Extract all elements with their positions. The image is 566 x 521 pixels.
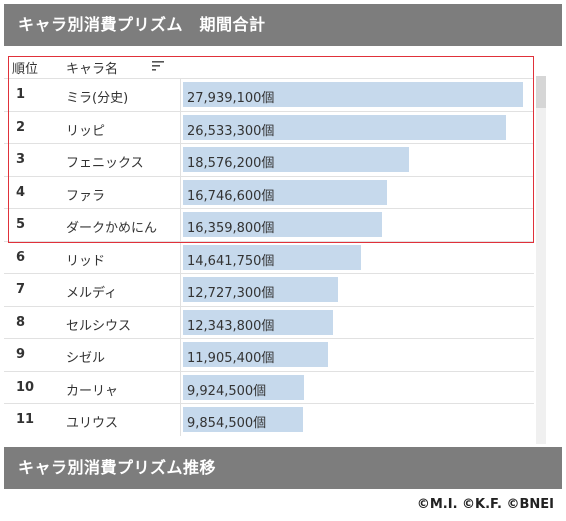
row-character-name: セルシウス — [66, 318, 132, 334]
row-value-bar — [183, 374, 304, 400]
row-value-text: 9,854,500個 — [187, 416, 267, 431]
row-bar-cell: 16,746,600個 — [180, 176, 533, 208]
table-row[interactable]: 2 リッピ 26,533,300個 — [4, 110, 534, 143]
ranking-table: 順位 キャラ名 1 ミラ(分史) 27,939,100個 2 リッピ 26,533,300… — [4, 46, 562, 444]
row-value-text: 26,533,300個 — [187, 123, 275, 139]
row-rank: 10 — [16, 379, 35, 395]
row-value-text: 18,576,200個 — [187, 156, 275, 171]
row-bar-cell: 18,576,200個 — [180, 144, 533, 176]
row-value-bar — [183, 114, 506, 140]
row-value-text: 12,727,300個 — [187, 286, 275, 301]
row-value-bar — [183, 342, 328, 367]
row-value-text: 11,905,400個 — [187, 351, 275, 366]
row-value-text: 14,641,750個 — [187, 253, 275, 269]
table-row[interactable]: 4 ファラ 16,746,600個 — [4, 175, 534, 208]
row-value-text: 16,746,600個 — [187, 188, 275, 204]
row-rank: 8 — [16, 314, 26, 330]
row-character-name: シゼル — [66, 351, 106, 366]
column-header-rank[interactable]: 順位 — [12, 62, 39, 77]
table-row[interactable]: 5 ダークかめにん 16,359,800個 — [4, 208, 534, 241]
table-row[interactable]: 10 カーリャ 9,924,500個 — [4, 370, 534, 403]
row-value-text: 9,924,500個 — [187, 383, 267, 399]
row-bar-cell: 27,939,100個 — [180, 79, 533, 111]
table-row[interactable]: 7 メルディ 12,727,300個 — [4, 273, 534, 306]
row-rank: 7 — [16, 282, 26, 297]
row-character-name: ファラ — [66, 188, 106, 204]
row-bar-cell: 26,533,300個 — [180, 111, 533, 143]
row-value-text: 12,343,800個 — [187, 318, 275, 334]
row-character-name: ダークかめにん — [66, 221, 158, 236]
copyright-text: ©M.I. ©K.F. ©BNEI — [416, 497, 554, 512]
sort-icon[interactable] — [152, 60, 164, 72]
row-rank: 3 — [16, 152, 26, 167]
row-bar-cell: 12,727,300個 — [180, 274, 533, 306]
row-value-bar — [183, 179, 387, 205]
row-rank: 5 — [16, 217, 26, 232]
row-bar-cell: 9,924,500個 — [180, 371, 533, 403]
table-row[interactable]: 3 フェニックス 18,576,200個 — [4, 143, 534, 176]
table-header: 順位 キャラ名 — [4, 46, 534, 80]
row-value-bar — [183, 407, 303, 432]
row-rank: 11 — [16, 412, 35, 427]
table-row[interactable]: 6 リッド 14,641,750個 — [4, 240, 534, 273]
row-value-bar — [183, 212, 383, 237]
table-row[interactable]: 11 ユリウス 9,854,500個 — [4, 403, 534, 436]
row-character-name: フェニックス — [66, 156, 144, 171]
row-character-name: ミラ(分史) — [66, 91, 129, 106]
table-body: 1 ミラ(分史) 27,939,100個 2 リッピ 26,533,300個 3 フェニックス… — [4, 78, 534, 436]
panel-title-trend: キャラ別消費プリズム推移 — [4, 447, 562, 489]
table-row[interactable]: 1 ミラ(分史) 27,939,100個 — [4, 78, 534, 111]
row-value-bar — [183, 244, 362, 270]
row-character-name: カーリャ — [66, 383, 119, 399]
row-bar-cell: 11,905,400個 — [180, 339, 533, 371]
row-character-name: リッド — [66, 253, 106, 269]
row-character-name: メルディ — [66, 286, 118, 301]
scrollbar-thumb[interactable] — [536, 76, 546, 108]
row-value-text: 27,939,100個 — [187, 91, 275, 106]
row-value-bar — [183, 147, 410, 172]
panel-title-total: キャラ別消費プリズム 期間合計 — [4, 4, 562, 46]
row-value-text: 16,359,800個 — [187, 221, 275, 236]
row-value-bar — [183, 82, 523, 107]
column-header-name[interactable]: キャラ名 — [66, 62, 119, 77]
row-character-name: リッピ — [66, 123, 106, 139]
row-bar-cell: 9,854,500個 — [180, 404, 533, 436]
row-bar-cell: 14,641,750個 — [180, 241, 533, 273]
row-rank: 9 — [16, 347, 26, 362]
row-bar-cell: 12,343,800個 — [180, 306, 533, 338]
row-character-name: ユリウス — [66, 416, 119, 431]
row-bar-cell: 16,359,800個 — [180, 209, 533, 241]
scrollbar[interactable] — [536, 76, 546, 444]
row-rank: 2 — [16, 119, 26, 135]
row-value-bar — [183, 309, 334, 335]
table-row[interactable]: 8 セルシウス 12,343,800個 — [4, 305, 534, 338]
row-rank: 1 — [16, 87, 26, 102]
row-value-bar — [183, 277, 338, 302]
table-row[interactable]: 9 シゼル 11,905,400個 — [4, 338, 534, 371]
row-rank: 6 — [16, 249, 26, 265]
row-rank: 4 — [16, 184, 26, 200]
